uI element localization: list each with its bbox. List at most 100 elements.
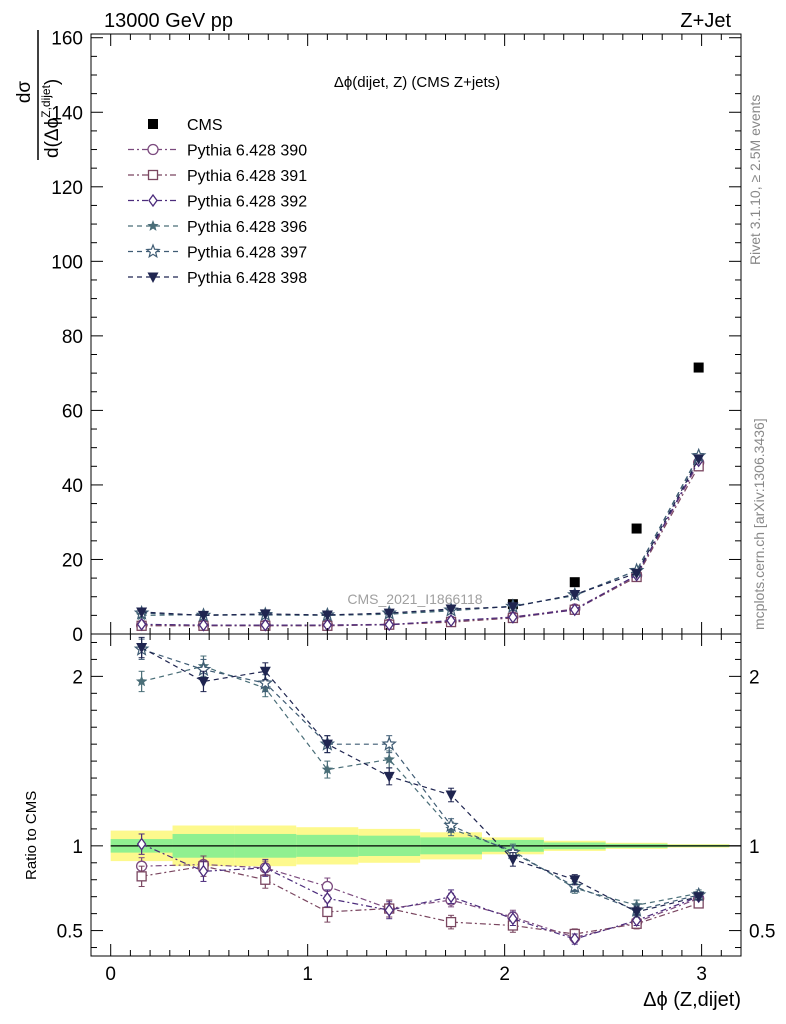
main-y-tick-label: 60 — [62, 401, 83, 422]
ratio-point-p392 — [631, 913, 642, 928]
data-point-p398 — [445, 604, 457, 616]
data-point-p398 — [197, 610, 209, 622]
main-y-tick-label: 120 — [51, 178, 83, 199]
x-tick-label: 0 — [105, 964, 116, 985]
data-point-cms — [631, 523, 642, 534]
data-point-p398 — [136, 607, 148, 619]
ratio-y-tick-label-right: 1 — [749, 837, 760, 858]
ratio-point-p392 — [569, 932, 580, 946]
legend-marker — [147, 220, 159, 231]
x-axis-label: Δϕ (Z,dijet) — [643, 989, 741, 1011]
x-tick-label: 2 — [499, 964, 510, 985]
legend-marker — [145, 243, 161, 259]
legend-item-p390: Pythia 6.428 390 — [128, 143, 307, 160]
legend-marker — [148, 119, 158, 129]
ratio-point-p397 — [381, 736, 397, 751]
data-point-p392 — [384, 618, 395, 632]
data-point-cms — [693, 362, 704, 373]
data-point-p398 — [631, 568, 643, 580]
rivet-label: Rivet 3.1.10, ≥ 2.5M events — [747, 95, 763, 265]
ratio-point-p398 — [569, 875, 581, 886]
legend-item-p391: Pythia 6.428 391 — [128, 168, 307, 185]
legend-item-cms: CMS — [148, 117, 223, 134]
ratio-y-tick-label: 0.5 — [57, 922, 83, 943]
legend: CMS Pythia 6.428 390 Pythia 6.428 391 Pythi… — [128, 117, 307, 287]
x-tick-label: 3 — [696, 964, 707, 985]
ratio-point-p396 — [135, 675, 148, 687]
data-point-p392 — [446, 613, 456, 628]
data-point-p398 — [259, 609, 271, 620]
legend-marker — [147, 272, 159, 283]
ratio-line-p396 — [141, 665, 699, 906]
main-y-tick-label: 20 — [62, 550, 83, 571]
main-y-tick-label: 80 — [62, 327, 83, 348]
ratio-series-p390 — [135, 855, 705, 944]
ratio-series-p397 — [133, 638, 707, 917]
main-y-tick-label: 40 — [62, 476, 83, 497]
main-y-tick-label: 0 — [72, 625, 83, 646]
data-point-p392 — [260, 618, 271, 632]
y-label-numerator: dσ — [14, 81, 35, 104]
ratio-point-p391 — [322, 906, 333, 918]
ratio-point-p397 — [567, 878, 583, 894]
main-plot-content — [133, 362, 707, 632]
main-plot-title: Δϕ(dijet, Z) (CMS Z+jets) — [334, 74, 500, 91]
legend-label: Pythia 6.428 398 — [187, 270, 307, 287]
data-point-p398 — [383, 608, 395, 620]
ratio-point-p398 — [445, 790, 457, 801]
ratio-point-p398 — [197, 676, 209, 688]
legend-item-p396: Pythia 6.428 396 — [128, 219, 307, 236]
main-y-tick-label: 100 — [51, 252, 83, 273]
ratio-series-p398 — [136, 636, 705, 918]
data-point-p392 — [198, 618, 209, 632]
ratio-point-p398 — [693, 892, 705, 903]
ratio-point-p392 — [136, 837, 147, 851]
ratio-point-p398 — [259, 666, 271, 678]
ratio-point-p392 — [322, 891, 333, 905]
ratio-point-p398 — [383, 771, 395, 783]
ratio-y-axis-label: Ratio to CMS — [23, 791, 40, 880]
y-label-superscript: Z,dijet — [39, 84, 53, 117]
ratio-point-p398 — [631, 907, 643, 918]
ratio-line-p390 — [141, 863, 699, 939]
watermark: CMS_2021_I1866118 — [347, 591, 482, 607]
ratio-line-p397 — [141, 648, 699, 911]
legend-item-p397: Pythia 6.428 397 — [128, 243, 307, 262]
legend-marker — [147, 143, 159, 156]
y-label-denominator: d(ΔϕZ,dijet) — [39, 79, 63, 158]
main-axes: 0 20 40 60 80 100 120 140 160 — [51, 29, 742, 646]
data-point-p392 — [508, 610, 518, 624]
ratio-point-p397 — [257, 674, 274, 690]
legend-item-p392: Pythia 6.428 392 — [128, 194, 307, 211]
series-p398 — [136, 454, 705, 622]
data-point-cms — [569, 577, 580, 588]
data-point-p398 — [321, 610, 333, 621]
ratio-point-p396 — [321, 763, 334, 775]
ratio-point-p391 — [136, 871, 147, 882]
ratio-line-p392 — [141, 843, 699, 940]
legend-label: Pythia 6.428 396 — [187, 219, 307, 236]
ratio-point-p397 — [443, 817, 459, 833]
data-point-p398 — [569, 589, 581, 601]
ratio-point-p392 — [384, 903, 395, 917]
data-point-p398 — [693, 454, 705, 465]
main-y-tick-label: 140 — [51, 103, 83, 124]
ratio-axes: 0.5 0.5 1 1 2 2 0 1 2 3 — [57, 634, 775, 985]
ratio-y-tick-label: 1 — [72, 837, 83, 858]
data-point-p398 — [507, 602, 519, 613]
ratio-y-tick-label: 2 — [72, 667, 83, 688]
ratio-point-p398 — [136, 643, 148, 654]
ratio-panel: 0.5 0.5 1 1 2 2 0 1 2 3 Ratio to CMS Δϕ (Z,dijet) — [23, 633, 775, 1011]
series-line-p398 — [141, 458, 700, 617]
ratio-point-p396 — [383, 753, 395, 765]
data-point-p392 — [569, 603, 580, 617]
legend-label: Pythia 6.428 392 — [187, 194, 307, 211]
x-tick-label: 1 — [302, 964, 313, 985]
legend-marker — [148, 193, 158, 208]
legend-item-p398: Pythia 6.428 398 — [128, 270, 307, 287]
ratio-point-p392 — [446, 890, 456, 904]
ratio-point-p398 — [321, 739, 333, 751]
legend-label: Pythia 6.428 391 — [187, 168, 307, 185]
ratio-point-p392 — [260, 861, 271, 875]
